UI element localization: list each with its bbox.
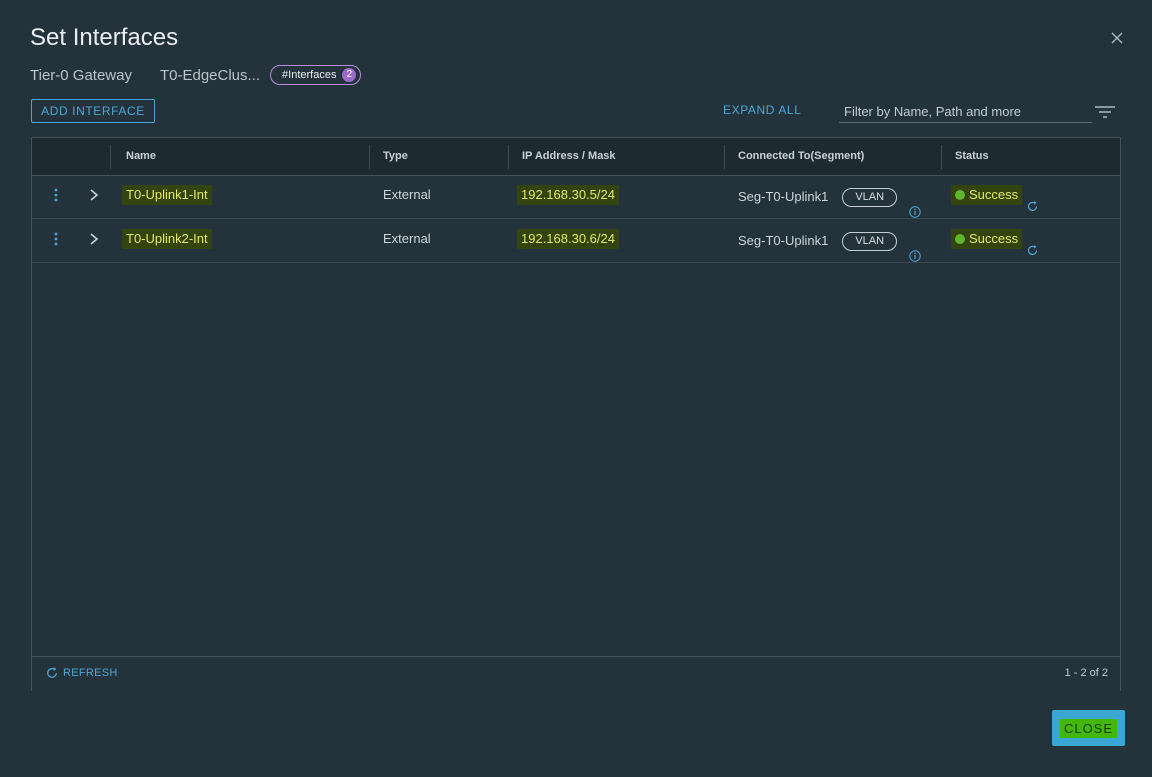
table-header: Name Type IP Address / Mask Connected To… <box>32 138 1120 176</box>
filter-icon-glyph <box>1095 106 1115 118</box>
close-icon-glyph <box>1111 32 1123 44</box>
refresh-status-icon[interactable] <box>1026 233 1039 256</box>
ip-address: 192.168.30.6/24 <box>517 229 619 249</box>
refresh-label: REFRESH <box>63 667 118 679</box>
kebab-icon <box>54 188 58 202</box>
vlan-tag: VLAN <box>842 232 898 252</box>
interface-name-cell: T0-Uplink2-Int <box>122 219 212 262</box>
interfaces-table: Name Type IP Address / Mask Connected To… <box>31 137 1121 691</box>
close-button-label: CLOSE <box>1059 718 1118 738</box>
refresh-status-icon[interactable] <box>1026 189 1039 212</box>
chevron-right-icon <box>90 189 99 201</box>
status-cell: Success <box>951 219 1039 262</box>
interface-type: External <box>383 187 431 202</box>
column-separator <box>508 145 509 169</box>
segment-name: Seg-T0-Uplink1 <box>738 233 829 248</box>
refresh-button[interactable]: REFRESH <box>45 666 118 680</box>
kebab-icon <box>54 232 58 246</box>
column-header-segment[interactable]: Connected To(Segment) <box>738 150 865 162</box>
expand-all-link[interactable]: EXPAND ALL <box>723 103 802 117</box>
expand-row-icon[interactable] <box>87 231 101 247</box>
row-actions-icon[interactable] <box>54 232 58 246</box>
add-interface-button[interactable]: ADD INTERFACE <box>31 99 155 123</box>
table-row: T0-Uplink1-Int External 192.168.30.5/24 … <box>32 175 1120 219</box>
gateway-name: T0-EdgeClus... <box>159 66 261 84</box>
column-separator <box>941 145 942 169</box>
gateway-type-label: Tier-0 Gateway <box>30 66 132 84</box>
column-header-type[interactable]: Type <box>383 150 408 162</box>
status-text: Success <box>969 187 1019 202</box>
pagination-text: 1 - 2 of 2 <box>1064 667 1108 679</box>
close-icon[interactable] <box>1108 30 1126 48</box>
interface-name: T0-Uplink2-Int <box>122 229 212 249</box>
segment-cell: Seg-T0-Uplink1 VLAN <box>738 219 921 262</box>
info-icon[interactable] <box>909 192 921 218</box>
column-header-name[interactable]: Name <box>126 150 156 162</box>
status-text: Success <box>969 231 1019 246</box>
vlan-tag: VLAN <box>842 188 898 208</box>
filter-icon[interactable] <box>1094 105 1116 119</box>
interface-name: T0-Uplink1-Int <box>122 185 212 205</box>
segment-cell: Seg-T0-Uplink1 VLAN <box>738 175 921 218</box>
column-separator <box>724 145 725 169</box>
interface-type: External <box>383 231 431 246</box>
expand-row-icon[interactable] <box>87 187 101 203</box>
info-icon[interactable] <box>909 236 921 262</box>
info-icon-glyph <box>909 249 921 262</box>
success-dot-icon <box>955 190 965 200</box>
status-badge: Success <box>951 229 1023 249</box>
refresh-icon-glyph <box>1028 245 1038 256</box>
status-cell: Success <box>951 175 1039 218</box>
filter-input[interactable] <box>839 100 1092 123</box>
column-separator <box>369 145 370 169</box>
table-row: T0-Uplink2-Int External 192.168.30.6/24 … <box>32 219 1120 263</box>
interfaces-count-badge: #Interfaces 2 <box>270 65 362 85</box>
gateway-info: Tier-0 Gateway T0-EdgeClus... #Interface… <box>30 65 362 85</box>
interfaces-badge-label: #Interfaces <box>282 69 337 81</box>
info-icon-glyph <box>909 205 921 218</box>
interfaces-badge-count: 2 <box>342 68 357 82</box>
status-badge: Success <box>951 185 1023 205</box>
dialog-title: Set Interfaces <box>30 24 179 51</box>
ip-address: 192.168.30.5/24 <box>517 185 619 205</box>
column-header-status[interactable]: Status <box>955 150 989 162</box>
segment-name: Seg-T0-Uplink1 <box>738 189 829 204</box>
column-separator <box>110 145 111 169</box>
refresh-icon <box>47 667 57 678</box>
interface-name-cell: T0-Uplink1-Int <box>122 175 212 218</box>
refresh-icon-glyph <box>1028 201 1038 212</box>
column-header-ip[interactable]: IP Address / Mask <box>522 150 616 162</box>
row-actions-icon[interactable] <box>54 188 58 202</box>
ip-address-cell: 192.168.30.6/24 <box>517 219 619 262</box>
close-button[interactable]: CLOSE <box>1052 710 1125 746</box>
table-footer: REFRESH 1 - 2 of 2 <box>32 656 1120 691</box>
chevron-right-icon <box>90 233 99 245</box>
success-dot-icon <box>955 234 965 244</box>
ip-address-cell: 192.168.30.5/24 <box>517 175 619 218</box>
